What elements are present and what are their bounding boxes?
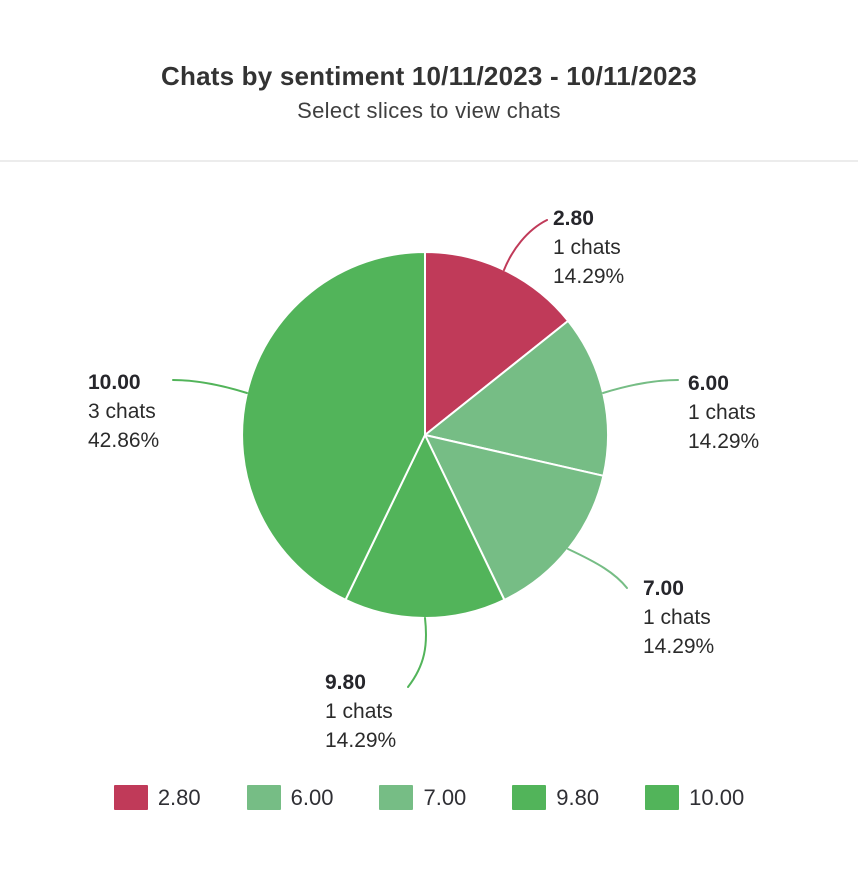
pie-chart-area: 2.80 1 chats 14.29% 6.00 1 chats 14.29% 7.00 1 … — [0, 162, 858, 780]
callout-percent-9.80: 14.29% — [325, 729, 396, 752]
callout-value-7.00: 7.00 — [643, 577, 684, 600]
callout-line-2.80 — [503, 218, 548, 271]
legend-label: 7.00 — [423, 784, 467, 810]
callout-value-9.80: 9.80 — [325, 671, 366, 694]
callout-value-6.00: 6.00 — [688, 372, 729, 395]
pie-slice-10.00[interactable] — [241, 250, 426, 601]
callout-chats-7.00: 1 chats — [643, 606, 711, 629]
callout-percent-10.00: 42.86% — [88, 429, 159, 452]
callout-line-7.00 — [567, 547, 628, 589]
chart-widget: Chats by sentiment 10/11/2023 - 10/11/20… — [0, 0, 858, 811]
callout-percent-7.00: 14.29% — [643, 635, 714, 658]
chart-title: Chats by sentiment 10/11/2023 - 10/11/20… — [161, 61, 697, 91]
legend-item-9.80[interactable]: 9.80 — [512, 785, 599, 811]
callout-line-10.00 — [172, 378, 248, 394]
pie-slice-6.00[interactable] — [424, 319, 609, 477]
legend-swatch — [379, 785, 414, 811]
legend-item-2.80[interactable]: 2.80 — [113, 784, 201, 811]
callout-chats-10.00: 3 chats — [88, 400, 156, 423]
legend-item-7.00[interactable]: 7.00 — [379, 785, 466, 811]
legend-label: 6.00 — [290, 784, 334, 810]
chart-subtitle: Select slices to view chats — [297, 97, 561, 123]
legend-label: 10.00 — [689, 784, 745, 810]
legend-label: 9.80 — [556, 784, 600, 810]
callout-value-10.00: 10.00 — [88, 371, 141, 394]
callout-percent-6.00: 14.29% — [688, 430, 759, 453]
chart-legend: 2.80 6.00 7.00 9.80 10.00 — [0, 785, 858, 811]
callout-chats-9.80: 1 chats — [325, 700, 393, 723]
legend-swatch — [113, 785, 148, 811]
legend-swatch — [246, 785, 281, 811]
callout-value-2.80: 2.80 — [553, 207, 594, 230]
legend-label: 2.80 — [157, 784, 201, 810]
callout-chats-2.80: 1 chats — [553, 236, 621, 259]
legend-swatch — [645, 785, 680, 811]
pie-chart-svg: 2.80 1 chats 14.29% 6.00 1 chats 14.29% 7.00 1 … — [88, 207, 759, 752]
callout-chats-6.00: 1 chats — [688, 401, 756, 424]
legend-swatch — [512, 785, 547, 811]
callout-line-9.80 — [407, 616, 428, 688]
legend-item-6.00[interactable]: 6.00 — [246, 784, 334, 811]
legend-item-10.00[interactable]: 10.00 — [645, 785, 744, 811]
callout-line-6.00 — [602, 378, 679, 394]
chart-header: Chats by sentiment 10/11/2023 - 10/11/20… — [0, 0, 858, 162]
callout-percent-2.80: 14.29% — [553, 265, 624, 288]
